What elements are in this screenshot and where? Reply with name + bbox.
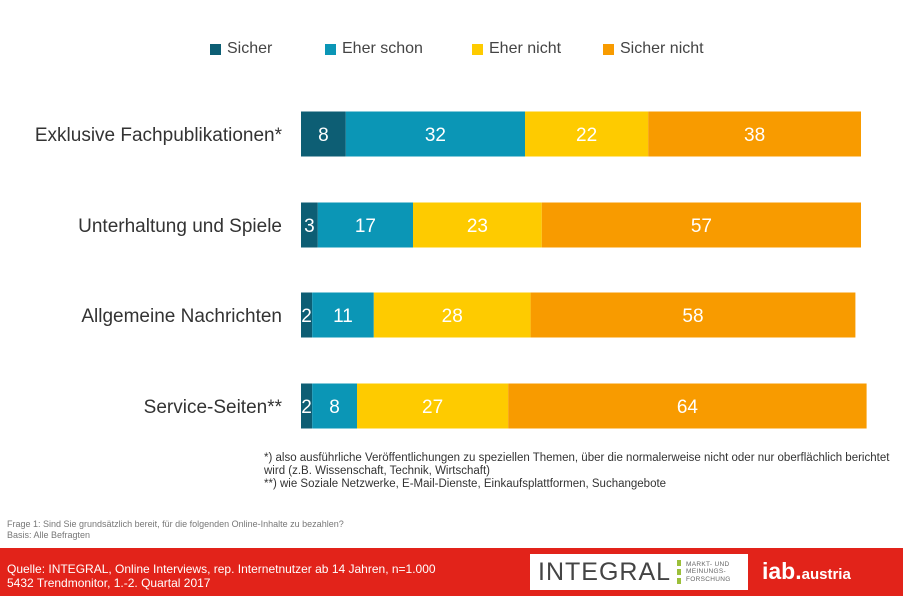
integral-logo-mark [677,560,682,584]
integral-tagline-1: MARKT- UND [686,560,730,568]
source-line-2: 5432 Trendmonitor, 1.-2. Quartal 2017 [7,576,211,590]
legend-item-sicher-nicht: Sicher nicht [603,40,704,58]
footnote: *) also ausführliche Veröffentlichungen … [264,452,894,491]
bar-eher-schon-exklusive-fachpublikationen [345,111,525,157]
iab-logo-sub: austria [801,566,851,583]
legend-swatch-sicher [210,43,221,55]
category-label-exklusive-fachpublikationen: Exklusive Fachpublikationen* [35,125,283,146]
data-label-sicher-allgemeine-nachrichten: 2 [301,306,312,327]
integral-logo-word: INTEGRAL [538,557,672,586]
data-label-sicher-nicht-allgemeine-nachrichten: 58 [682,306,703,327]
bar-sicher-service-seiten [301,383,313,429]
data-label-sicher-service-seiten: 2 [301,397,312,418]
data-label-eher-schon-exklusive-fachpublikationen: 32 [425,125,446,146]
integral-logo: INTEGRAL MARKT- UND MEINUNGS- FORSCHUNG [530,554,748,590]
question-text: Frage 1: Sind Sie grundsätzlich bereit, … [7,519,344,541]
footer-bar: Quelle: INTEGRAL, Online Interviews, rep… [0,548,903,596]
legend-label-eher-nicht: Eher nicht [489,40,562,57]
legend-label-sicher-nicht: Sicher nicht [620,40,704,57]
bar-sicher-nicht-allgemeine-nachrichten [530,292,856,338]
bar-sicher-unterhaltung-und-spiele [301,202,318,248]
data-label-sicher-nicht-service-seiten: 64 [677,397,699,418]
data-label-sicher-unterhaltung-und-spiele: 3 [304,216,315,237]
legend-label-eher-schon: Eher schon [342,40,423,57]
footnote-line-2: **) wie Soziale Netzwerke, E-Mail-Dienst… [264,478,667,490]
data-label-eher-nicht-exklusive-fachpublikationen: 22 [576,125,597,146]
category-label-allgemeine-nachrichten: Allgemeine Nachrichten [81,306,282,327]
bar-sicher-allgemeine-nachrichten [301,292,313,338]
data-label-eher-schon-service-seiten: 8 [329,397,340,418]
question-line: Frage 1: Sind Sie grundsätzlich bereit, … [7,519,344,529]
source-line-1: Quelle: INTEGRAL, Online Interviews, rep… [7,562,436,576]
iab-austria-logo: iab.austria [762,558,851,585]
legend-item-sicher: Sicher [210,40,325,58]
category-label-unterhaltung-und-spiele: Unterhaltung und Spiele [78,216,282,237]
data-label-eher-schon-unterhaltung-und-spiele: 17 [355,216,376,237]
chart-legend: Sicher Eher schon Eher nicht Sicher nich… [210,38,704,60]
data-label-sicher-nicht-unterhaltung-und-spiele: 57 [691,216,712,237]
legend-swatch-eher-nicht [472,43,483,55]
bar-eher-nicht-exklusive-fachpublikationen [525,111,649,157]
bar-sicher-nicht-service-seiten [508,383,867,429]
basis-line: Basis: Alle Befragten [7,530,91,540]
iab-logo-word: iab. [762,558,802,584]
legend-swatch-eher-schon [325,43,336,55]
bar-sicher-nicht-exklusive-fachpublikationen [648,111,861,157]
integral-tagline-2: MEINUNGS- [686,568,726,576]
data-label-eher-nicht-allgemeine-nachrichten: 28 [442,306,463,327]
integral-logo-tagline: MARKT- UND MEINUNGS- FORSCHUNG [686,561,731,584]
bar-eher-nicht-unterhaltung-und-spiele [413,202,542,248]
integral-tagline-3: FORSCHUNG [686,575,731,583]
legend-item-eher-nicht: Eher nicht [472,40,603,58]
legend-swatch-sicher-nicht [603,43,614,55]
category-label-service-seiten: Service-Seiten** [144,397,283,418]
bar-eher-schon-service-seiten [312,383,357,429]
stacked-bar-chart: Exklusive Fachpublikationen* 8 32 22 38Unter… [35,111,867,429]
bar-eher-schon-allgemeine-nachrichten [312,292,374,338]
bar-eher-schon-unterhaltung-und-spiele [317,202,413,248]
source-text: Quelle: INTEGRAL, Online Interviews, rep… [7,562,436,590]
bar-eher-nicht-service-seiten [357,383,509,429]
bar-sicher-exklusive-fachpublikationen [301,111,346,157]
data-label-sicher-nicht-exklusive-fachpublikationen: 38 [744,125,765,146]
data-label-eher-nicht-service-seiten: 27 [422,397,443,418]
footnote-line-1: *) also ausführliche Veröffentlichungen … [264,452,890,477]
data-label-eher-schon-allgemeine-nachrichten: 11 [333,306,353,327]
legend-label-sicher: Sicher [227,40,273,57]
bar-eher-nicht-allgemeine-nachrichten [373,292,531,338]
legend-item-eher-schon: Eher schon [325,40,472,58]
data-label-sicher-exklusive-fachpublikationen: 8 [318,125,329,146]
bar-sicher-nicht-unterhaltung-und-spiele [541,202,861,248]
data-label-eher-nicht-unterhaltung-und-spiele: 23 [467,216,488,237]
